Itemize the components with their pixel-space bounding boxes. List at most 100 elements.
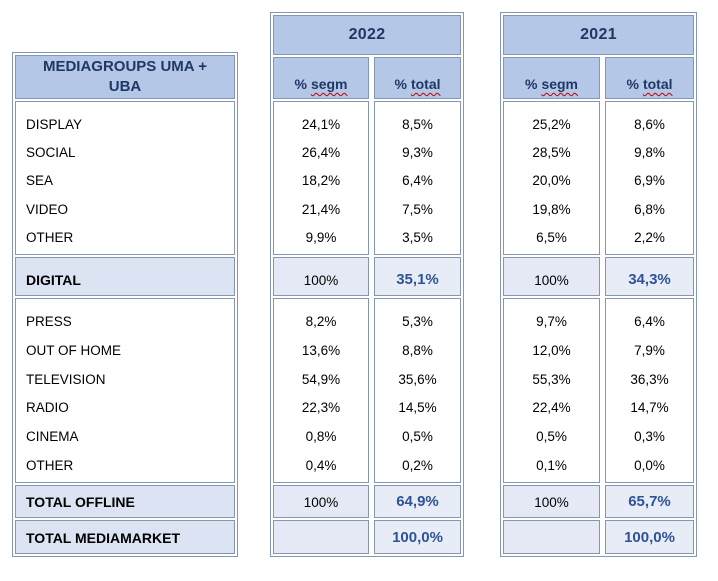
percent-sign: % (394, 76, 407, 92)
row-label-out-of-home: OUT OF HOME (26, 342, 122, 358)
value-cell: 14,5% (398, 400, 437, 416)
y2022-offline-total-segm: 100% (273, 485, 369, 518)
y2021-segm-column: % segm 25,2% 28,5% 20,0% 19,8% 6,5% 100% … (503, 57, 600, 554)
offline-total-label: TOTAL OFFLINE (15, 485, 235, 518)
year-2021-header: 2021 (503, 15, 694, 55)
row-label-television: TELEVISION (26, 371, 106, 387)
value-cell: 0,8% (305, 429, 337, 445)
y2021-total-column: % total 8,6% 9,8% 6,9% 6,8% 2,2% 34,3% 6,… (605, 57, 694, 554)
y2022-total-column: % total 8,5% 9,3% 6,4% 7,5% 3,5% 35,1% 5,… (374, 57, 461, 554)
digital-segment-labels: DISPLAY SOCIAL SEA VIDEO OTHER (15, 101, 235, 255)
value-cell: 28,5% (532, 145, 571, 161)
y2022-segm-column-header: % segm (273, 57, 369, 99)
grand-total-label: TOTAL MEDIAMARKET (15, 520, 235, 554)
y2022-offline-segm-values: 8,2% 13,6% 54,9% 22,3% 0,8% 0,4% (273, 298, 369, 483)
row-label-other-digital: OTHER (26, 230, 74, 246)
percent-sign: % (294, 76, 307, 92)
y2022-grand-total-segm (273, 520, 369, 554)
value-cell: 2,2% (634, 230, 665, 246)
value-cell: 7,9% (634, 342, 665, 358)
value-cell: 8,8% (402, 342, 433, 358)
percent-sign: % (626, 76, 639, 92)
value-cell: 36,3% (630, 371, 669, 387)
value-cell: 13,6% (301, 342, 341, 358)
segm-word: segm (541, 76, 579, 92)
value-cell: 22,3% (301, 400, 341, 416)
offline-segment-labels: PRESS OUT OF HOME TELEVISION RADIO CINEM… (15, 298, 235, 483)
value-cell: 22,4% (532, 400, 571, 416)
value-cell: 6,9% (634, 173, 665, 189)
y2021-digital-total-values: 8,6% 9,8% 6,9% 6,8% 2,2% (605, 101, 694, 255)
mediagroups-header: MEDIAGROUPS UMA + UBA (15, 55, 235, 99)
segm-word: segm (310, 76, 348, 92)
mediagroups-header-line1: MEDIAGROUPS UMA + (42, 57, 208, 75)
row-label-display: DISPLAY (26, 116, 83, 132)
value-cell: 24,1% (301, 116, 341, 132)
y2022-offline-total-values: 5,3% 8,8% 35,6% 14,5% 0,5% 0,2% (374, 298, 461, 483)
total-word: total (410, 76, 441, 92)
value-cell: 0,4% (305, 458, 337, 474)
value-cell: 0,0% (634, 458, 665, 474)
y2021-digital-total-segm: 100% (503, 257, 600, 296)
row-label-other-offline: OTHER (26, 458, 74, 474)
value-cell: 6,4% (634, 313, 665, 329)
value-cell: 9,3% (402, 145, 433, 161)
value-cell: 9,7% (536, 313, 567, 329)
value-cell: 8,2% (305, 313, 337, 329)
labels-table: MEDIAGROUPS UMA + UBA DISPLAY SOCIAL SEA… (12, 52, 238, 557)
value-cell: 55,3% (532, 371, 571, 387)
year-2021-table: 2021 % segm 25,2% 28,5% 20,0% 19,8% 6,5% … (500, 12, 697, 557)
value-cell: 18,2% (301, 173, 341, 189)
value-cell: 0,1% (536, 458, 567, 474)
value-cell: 25,2% (532, 116, 571, 132)
mediagroups-header-line2: UBA (108, 78, 142, 95)
value-cell: 0,5% (536, 429, 567, 445)
y2021-offline-total-total: 65,7% (605, 485, 694, 518)
row-label-sea: SEA (26, 173, 54, 189)
value-cell: 6,4% (402, 173, 433, 189)
y2021-offline-total-values: 6,4% 7,9% 36,3% 14,7% 0,3% 0,0% (605, 298, 694, 483)
y2022-digital-segm-values: 24,1% 26,4% 18,2% 21,4% 9,9% (273, 101, 369, 255)
value-cell: 7,5% (402, 201, 433, 217)
total-word: total (642, 76, 673, 92)
year-2021-columns: % segm 25,2% 28,5% 20,0% 19,8% 6,5% 100% … (503, 57, 694, 554)
y2022-digital-total-values: 8,5% 9,3% 6,4% 7,5% 3,5% (374, 101, 461, 255)
value-cell: 0,3% (634, 429, 665, 445)
y2021-offline-segm-values: 9,7% 12,0% 55,3% 22,4% 0,5% 0,1% (503, 298, 600, 483)
value-cell: 8,6% (634, 116, 665, 132)
value-cell: 20,0% (532, 173, 571, 189)
y2022-offline-total-total: 64,9% (374, 485, 461, 518)
value-cell: 21,4% (301, 201, 341, 217)
value-cell: 6,8% (634, 201, 665, 217)
value-cell: 8,5% (402, 116, 433, 132)
value-cell: 35,6% (398, 371, 437, 387)
value-cell: 12,0% (532, 342, 571, 358)
year-2022-table: 2022 % segm 24,1% 26,4% 18,2% 21,4% 9,9% … (270, 12, 464, 557)
value-cell: 6,5% (536, 230, 567, 246)
y2021-digital-total-total: 34,3% (605, 257, 694, 296)
y2021-grand-total-segm (503, 520, 600, 554)
value-cell: 14,7% (630, 400, 669, 416)
value-cell: 0,5% (402, 429, 433, 445)
y2022-grand-total-total: 100,0% (374, 520, 461, 554)
value-cell: 3,5% (402, 230, 433, 246)
year-2022-header: 2022 (273, 15, 461, 55)
y2021-grand-total-total: 100,0% (605, 520, 694, 554)
year-2022-columns: % segm 24,1% 26,4% 18,2% 21,4% 9,9% 100% … (273, 57, 461, 554)
row-label-press: PRESS (26, 313, 72, 329)
y2021-total-column-header: % total (605, 57, 694, 99)
y2021-digital-segm-values: 25,2% 28,5% 20,0% 19,8% 6,5% (503, 101, 600, 255)
value-cell: 19,8% (532, 201, 571, 217)
row-label-social: SOCIAL (26, 145, 76, 161)
value-cell: 0,2% (402, 458, 433, 474)
row-label-cinema: CINEMA (26, 429, 79, 445)
value-cell: 26,4% (301, 145, 341, 161)
y2021-offline-total-segm: 100% (503, 485, 600, 518)
y2022-total-column-header: % total (374, 57, 461, 99)
value-cell: 54,9% (301, 371, 341, 387)
value-cell: 5,3% (402, 313, 433, 329)
digital-total-label: DIGITAL (15, 257, 235, 296)
row-label-radio: RADIO (26, 400, 69, 416)
percent-sign: % (524, 76, 538, 92)
